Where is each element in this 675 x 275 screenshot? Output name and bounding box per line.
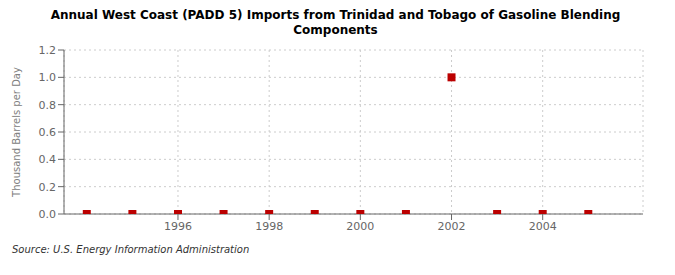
svg-text:1998: 1998 (255, 220, 283, 233)
svg-text:0.2: 0.2 (39, 181, 57, 194)
svg-text:0.4: 0.4 (39, 153, 57, 166)
svg-text:1.0: 1.0 (39, 71, 57, 84)
svg-text:0.8: 0.8 (39, 99, 57, 112)
svg-text:2000: 2000 (346, 220, 374, 233)
html-text:Components: Components (293, 23, 378, 37)
svg-text:1996: 1996 (164, 220, 192, 233)
svg-text:1.2: 1.2 (39, 44, 57, 57)
svg-text:2002: 2002 (438, 220, 466, 233)
html-text:Annual West Coast (PADD 5) Imp: Annual West Coast (PADD 5) Imports from … (50, 8, 621, 22)
svg-text:Thousand Barrels per Day: Thousand Barrels per Day (11, 67, 22, 198)
svg-text:0.6: 0.6 (39, 126, 57, 139)
svg-text:2004: 2004 (529, 220, 557, 233)
html-text:Source: U.S. Energy Informatio: Source: U.S. Energy Information Administ… (12, 244, 250, 255)
svg-text:0.0: 0.0 (39, 208, 57, 221)
